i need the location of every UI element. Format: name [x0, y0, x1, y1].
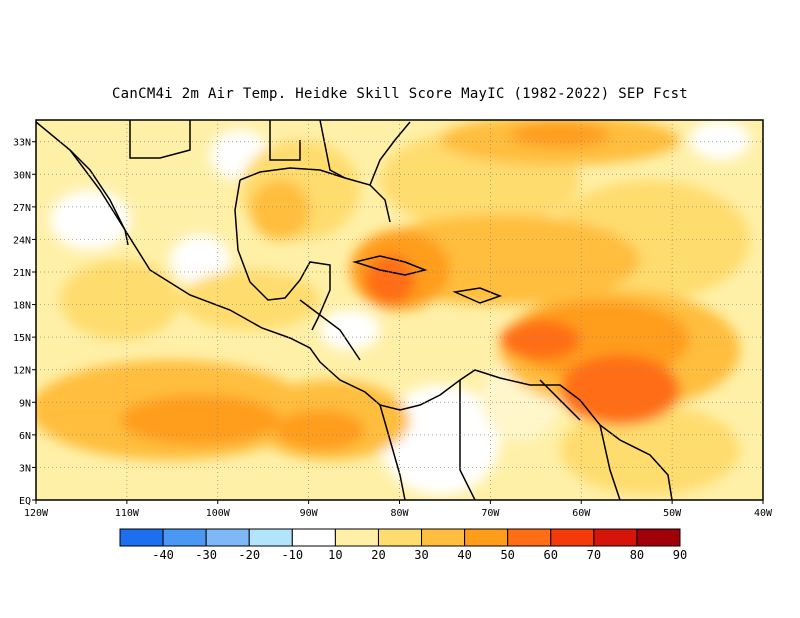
colorbar-swatch	[119, 528, 164, 547]
lat-tick-label: 15N	[13, 333, 31, 344]
lat-tick-label: 3N	[19, 463, 31, 474]
lon-tick-label: 70W	[481, 508, 500, 519]
coastlines	[36, 120, 673, 500]
colorbar-label: 30	[414, 548, 428, 562]
colorbar-label: 60	[544, 548, 558, 562]
colorbar-label: 80	[630, 548, 644, 562]
lat-tick-label: 9N	[19, 398, 31, 409]
colorbar-swatch	[248, 528, 293, 547]
colorbar-label: 70	[587, 548, 601, 562]
colorbar-swatch	[550, 528, 595, 547]
colorbar-swatch	[377, 528, 423, 547]
lon-tick-label: 80W	[390, 508, 409, 519]
lat-tick-label: 30N	[13, 170, 31, 181]
lat-tick-label: 24N	[13, 235, 31, 246]
skill-field	[36, 120, 763, 500]
lat-tick-label: 21N	[13, 268, 31, 279]
colorbar-label: -30	[195, 548, 217, 562]
colorbar-swatch	[205, 528, 250, 547]
colorbar-label: -10	[281, 548, 303, 562]
colorbar-label: -20	[238, 548, 260, 562]
colorbar-label: 50	[500, 548, 514, 562]
colorbar-swatch	[291, 528, 336, 547]
colorbar-label: -40	[152, 548, 174, 562]
lat-tick-label: 18N	[13, 301, 31, 312]
colorbar: -40 -30 -20 -10 10 20 30 40 50 60 70 80 90	[119, 528, 687, 562]
lat-tick-label: 12N	[13, 366, 31, 377]
lat-tick-label: EQ	[19, 496, 31, 507]
lon-tick-label: 120W	[24, 508, 49, 519]
colorbar-swatch	[507, 528, 552, 547]
colorbar-label: 20	[371, 548, 385, 562]
colorbar-swatch	[593, 528, 638, 547]
lon-tick-label: 110W	[115, 508, 140, 519]
lat-tick-label: 27N	[13, 203, 31, 214]
lon-tick-label: 60W	[572, 508, 591, 519]
lon-tick-label: 50W	[663, 508, 682, 519]
lon-tick-label: 40W	[754, 508, 773, 519]
colorbar-label: 10	[328, 548, 342, 562]
colorbar-swatch	[636, 528, 681, 547]
map-gridlines	[36, 120, 763, 500]
colorbar-swatch	[421, 528, 466, 547]
colorbar-swatch	[162, 528, 207, 547]
lat-tick-label: 33N	[13, 138, 31, 149]
colorbar-swatch	[464, 528, 509, 547]
colorbar-swatch	[334, 528, 379, 547]
lat-tick-label: 6N	[19, 431, 31, 442]
colorbar-label: 40	[457, 548, 471, 562]
lon-tick-label: 100W	[206, 508, 231, 519]
colorbar-label: 90	[673, 548, 687, 562]
lon-tick-label: 90W	[300, 508, 319, 519]
map-title: CanCM4i 2m Air Temp. Heidke Skill Score …	[111, 86, 689, 102]
